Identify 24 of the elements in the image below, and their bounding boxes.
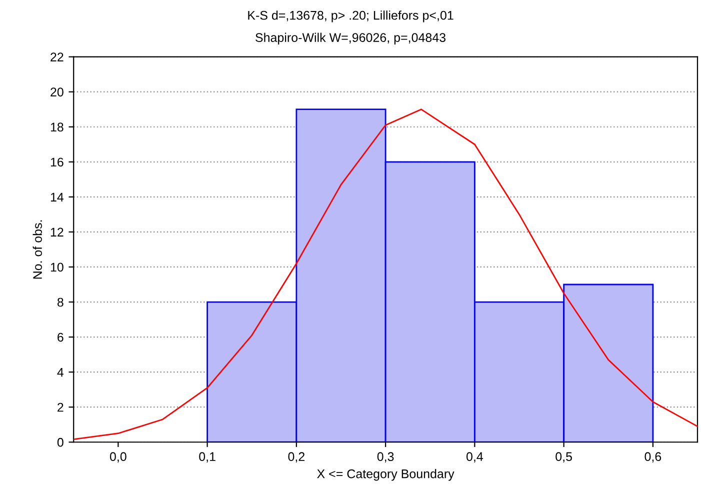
y-tick-label: 8 — [57, 298, 64, 307]
x-tick-label: 0,0 — [110, 452, 126, 463]
x-tick-label: 0,2 — [288, 452, 304, 463]
x-tick-label: 0,4 — [466, 452, 483, 463]
x-tick-label: 0,6 — [644, 452, 662, 463]
y-tick-label: 0 — [57, 438, 64, 447]
x-tick-label: 0,3 — [377, 452, 394, 463]
y-tick-label: 18 — [50, 122, 64, 132]
y-tick-label: 6 — [58, 332, 64, 342]
y-tick-label: 22 — [50, 52, 64, 62]
y-tick-label: 16 — [50, 158, 64, 167]
x-tick-label: 0,1 — [199, 452, 216, 463]
chart-title: K-S d=,13678, p> .20; Lilliefors p<,01 — [248, 10, 454, 22]
y-tick-label: 14 — [50, 192, 64, 202]
x-axis-title: X <= Category Boundary — [317, 469, 454, 481]
y-tick-label: 2 — [58, 402, 64, 412]
y-tick-label: 10 — [50, 262, 64, 272]
chart-subtitle: Shapiro-Wilk W=,96026, p=,04843 — [256, 32, 446, 44]
x-tick-label: 0,5 — [556, 452, 572, 463]
y-axis-title: No. of obs. — [32, 220, 42, 279]
line-series — [74, 108, 698, 440]
y-tick-label: 12 — [50, 228, 64, 236]
y-tick-label: 4 — [57, 368, 64, 377]
y-tick-label: 20 — [50, 88, 64, 96]
